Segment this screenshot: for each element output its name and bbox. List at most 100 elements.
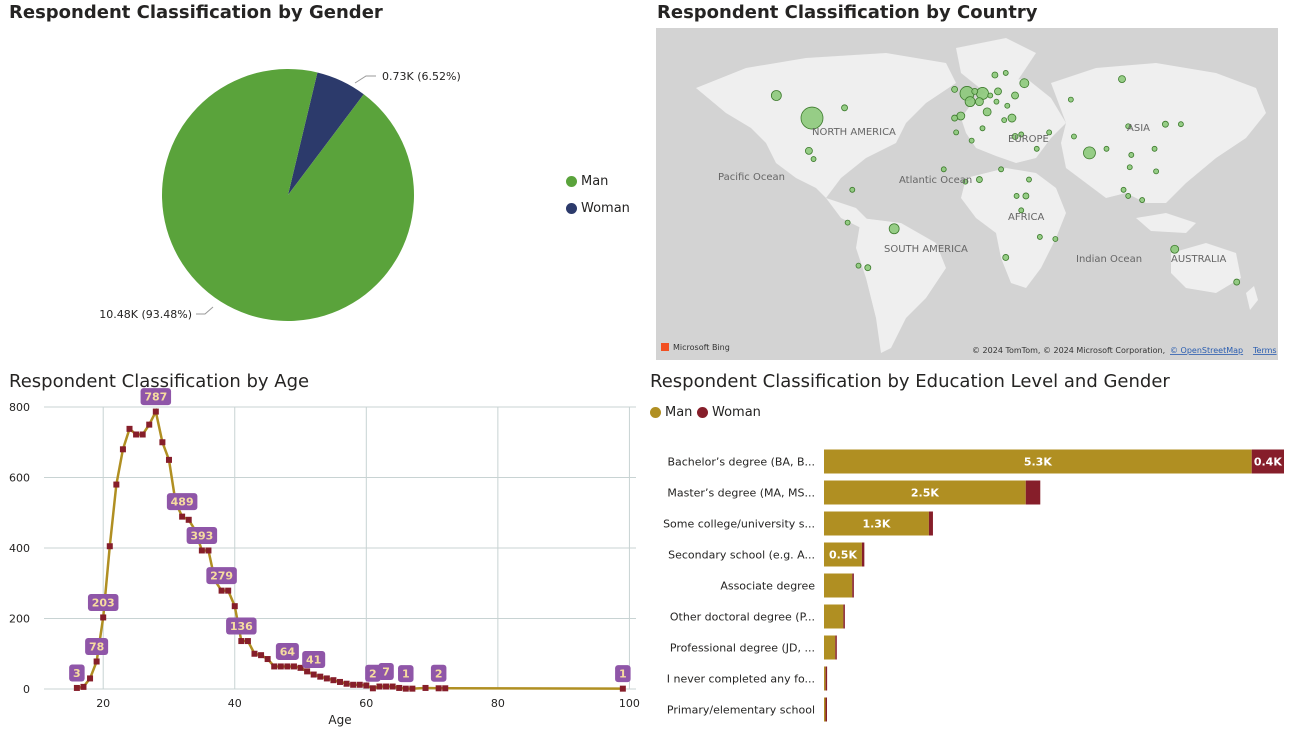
map-bubbles[interactable] bbox=[770, 70, 1241, 286]
map-bubble[interactable] bbox=[1011, 91, 1019, 100]
map-bubble[interactable] bbox=[1033, 145, 1040, 152]
map-bubble[interactable] bbox=[864, 264, 872, 272]
age-point-marker[interactable] bbox=[284, 663, 291, 670]
map-bubble[interactable] bbox=[953, 129, 960, 136]
map-bubble[interactable] bbox=[1002, 254, 1010, 261]
age-point-marker[interactable] bbox=[297, 664, 304, 671]
age-point-marker[interactable] bbox=[290, 663, 297, 670]
map-bubble[interactable] bbox=[1026, 176, 1032, 183]
age-point-marker[interactable] bbox=[126, 425, 133, 432]
map-bubble[interactable] bbox=[810, 156, 817, 162]
age-point-marker[interactable] bbox=[225, 587, 232, 594]
map-bubble[interactable] bbox=[1013, 193, 1020, 199]
map-bubble[interactable] bbox=[998, 166, 1005, 173]
map-bubble[interactable] bbox=[1103, 145, 1110, 152]
age-point-marker[interactable] bbox=[93, 658, 100, 665]
edu-bar-man[interactable] bbox=[824, 480, 1026, 505]
age-point-marker[interactable] bbox=[317, 673, 324, 680]
map-bubble[interactable] bbox=[1161, 120, 1169, 128]
map-bubble[interactable] bbox=[1022, 192, 1030, 200]
gender-legend-woman[interactable]: Woman bbox=[566, 201, 630, 216]
map-bubble[interactable] bbox=[1233, 278, 1241, 286]
osm-link[interactable]: © OpenStreetMap bbox=[1170, 346, 1243, 355]
age-point-marker[interactable] bbox=[422, 684, 429, 691]
age-point-marker[interactable] bbox=[87, 675, 94, 682]
age-point-marker[interactable] bbox=[356, 681, 363, 688]
map-bubble[interactable] bbox=[993, 98, 1000, 105]
map-bubble[interactable] bbox=[1178, 121, 1184, 128]
age-point-marker[interactable] bbox=[218, 587, 225, 594]
map-bubble[interactable] bbox=[971, 88, 979, 95]
map-bubble[interactable] bbox=[1018, 207, 1025, 214]
age-point-marker[interactable] bbox=[133, 431, 140, 438]
pie-slice-woman[interactable] bbox=[288, 72, 364, 195]
age-point-marker[interactable] bbox=[435, 685, 442, 692]
age-point-marker[interactable] bbox=[376, 683, 383, 690]
age-point-marker[interactable] bbox=[198, 547, 205, 554]
map-bubble[interactable] bbox=[1125, 193, 1132, 199]
map-bubble[interactable] bbox=[855, 262, 862, 269]
age-point-marker[interactable] bbox=[165, 456, 172, 463]
map-bubble[interactable] bbox=[1002, 70, 1009, 76]
map-bubble[interactable] bbox=[849, 186, 856, 193]
edu-bar-man[interactable] bbox=[824, 511, 929, 536]
map-bubble[interactable] bbox=[1153, 168, 1160, 175]
map-bubble[interactable] bbox=[968, 137, 975, 144]
age-point-marker[interactable] bbox=[330, 677, 337, 684]
edu-bar-woman[interactable] bbox=[843, 604, 845, 629]
edu-bar-woman[interactable] bbox=[928, 511, 933, 536]
map-bubble[interactable] bbox=[1046, 129, 1053, 136]
terms-link[interactable]: Terms bbox=[1252, 346, 1277, 355]
map-bubble[interactable] bbox=[1118, 75, 1126, 83]
map-bubble[interactable] bbox=[1125, 123, 1132, 130]
age-point-marker[interactable] bbox=[271, 663, 278, 670]
edu-bar-woman[interactable] bbox=[825, 666, 828, 691]
map-bubble[interactable] bbox=[940, 166, 947, 173]
age-point-marker[interactable] bbox=[238, 638, 245, 645]
map-bubble[interactable] bbox=[987, 92, 994, 99]
map-bubble[interactable] bbox=[1018, 131, 1025, 138]
map-bubble[interactable] bbox=[1019, 78, 1030, 89]
map-bubble[interactable] bbox=[994, 87, 1002, 96]
age-point-marker[interactable] bbox=[337, 678, 343, 685]
age-point-marker[interactable] bbox=[100, 614, 107, 621]
age-point-marker[interactable] bbox=[152, 408, 159, 415]
map-bubble[interactable] bbox=[888, 223, 900, 235]
map-bubble[interactable] bbox=[975, 176, 983, 183]
map-bubble[interactable] bbox=[1001, 117, 1008, 123]
world-map[interactable]: NORTH AMERICA Pacific Ocean Atlantic Oce… bbox=[656, 28, 1278, 360]
age-point-marker[interactable] bbox=[73, 684, 80, 691]
age-point-marker[interactable] bbox=[258, 652, 265, 659]
edu-bar-woman[interactable] bbox=[1251, 449, 1284, 474]
map-bubble[interactable] bbox=[1011, 133, 1019, 140]
map-bubble[interactable] bbox=[991, 71, 999, 79]
age-point-marker[interactable] bbox=[159, 439, 166, 446]
age-point-marker[interactable] bbox=[350, 681, 357, 688]
age-point-marker[interactable] bbox=[80, 683, 87, 690]
age-point-marker[interactable] bbox=[396, 684, 403, 691]
gender-legend-man[interactable]: Man bbox=[566, 174, 608, 189]
age-point-marker[interactable] bbox=[179, 513, 186, 520]
map-bubble[interactable] bbox=[1071, 133, 1077, 140]
map-bubble[interactable] bbox=[1052, 236, 1059, 242]
age-point-marker[interactable] bbox=[383, 683, 390, 690]
age-point-marker[interactable] bbox=[146, 421, 153, 428]
country-map[interactable]: NORTH AMERICA Pacific Ocean Atlantic Oce… bbox=[656, 28, 1278, 360]
map-bubble[interactable] bbox=[844, 219, 851, 226]
edu-bar-man[interactable] bbox=[824, 573, 853, 598]
map-bubble[interactable] bbox=[979, 125, 986, 132]
age-point-marker[interactable] bbox=[277, 663, 284, 670]
map-bubble[interactable] bbox=[1128, 152, 1135, 158]
map-bubble[interactable] bbox=[974, 97, 984, 107]
age-point-marker[interactable] bbox=[310, 671, 317, 678]
age-point-marker[interactable] bbox=[619, 685, 626, 692]
age-point-marker[interactable] bbox=[139, 431, 146, 438]
map-bubble[interactable] bbox=[1151, 145, 1158, 152]
edu-bar-woman[interactable] bbox=[1025, 480, 1041, 505]
edu-bar-man[interactable] bbox=[824, 697, 826, 722]
age-point-marker[interactable] bbox=[409, 685, 416, 692]
age-point-marker[interactable] bbox=[389, 683, 396, 690]
map-bubble[interactable] bbox=[770, 90, 782, 101]
map-bubble[interactable] bbox=[1036, 234, 1043, 240]
map-bubble[interactable] bbox=[956, 111, 966, 121]
